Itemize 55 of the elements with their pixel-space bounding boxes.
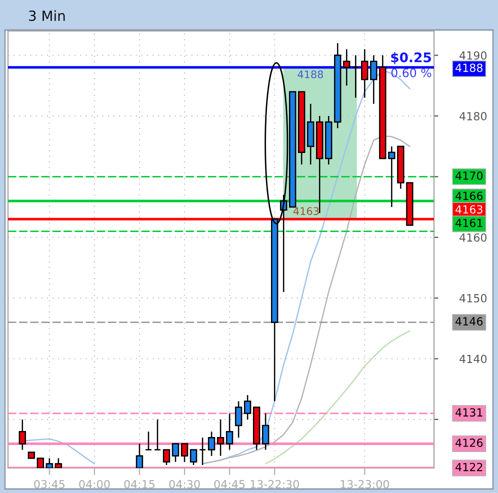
candlestick [262, 412, 270, 450]
ref-line-label: 4146 [456, 317, 483, 326]
candlestick [252, 406, 260, 450]
candlestick [234, 400, 242, 438]
annotation: 4188 [298, 70, 323, 78]
y-tick-label: 4140 [460, 354, 487, 364]
annotation: $0.25 [391, 52, 431, 64]
ref-line-label: 4170 [456, 171, 483, 180]
candlestick [298, 91, 306, 166]
x-tick-label: 04:30 [169, 480, 200, 488]
candlestick [325, 115, 332, 166]
candlestick [180, 443, 188, 463]
ref-line-label: 4163 [456, 205, 482, 214]
candlestick [28, 452, 36, 459]
candlestick [198, 437, 206, 466]
candlestick [361, 48, 368, 98]
line-series [202, 135, 410, 464]
candlestick [54, 458, 62, 468]
ref-line-label: 4166 [456, 192, 483, 200]
ref-line-label: 4122 [456, 462, 482, 472]
ref-line-label: 4188 [456, 64, 483, 72]
chart-title: 3 Min [29, 10, 65, 22]
ref-line-label: 4126 [456, 438, 483, 447]
x-tick-label: 03:45 [34, 480, 64, 488]
candlestick [154, 418, 162, 450]
candlestick [172, 443, 180, 463]
x-tick-label: 13-23:00 [340, 480, 389, 488]
candlestick [352, 54, 360, 98]
y-tick-label: 4160 [460, 233, 487, 242]
candlestick [226, 412, 234, 450]
candlestick [190, 449, 198, 466]
candlestick [334, 42, 342, 129]
candlestick [36, 458, 44, 468]
candlestick [307, 103, 314, 166]
candlestick [216, 418, 224, 456]
annotation: 0.60 % [391, 68, 432, 78]
y-tick-label: 4190 [460, 51, 487, 60]
candlestick [208, 430, 216, 456]
x-tick-label: 04:00 [79, 480, 110, 488]
x-tick-label: 13-22:30 [250, 480, 299, 488]
y-tick-label: 4180 [460, 112, 487, 120]
candlestick [343, 48, 350, 86]
x-tick-label: 04:45 [214, 480, 245, 488]
candlestick [18, 418, 26, 450]
ref-line-label: 4161 [456, 218, 482, 228]
candlestick [162, 449, 170, 466]
candlestick [244, 394, 252, 420]
candlestick [46, 458, 54, 468]
x-tick-label: 04:15 [124, 480, 155, 488]
line-series [264, 330, 410, 464]
candlestick [144, 430, 152, 450]
ref-line-label: 4131 [456, 408, 482, 417]
annotation: 4163 [293, 207, 319, 216]
y-tick-label: 4150 [460, 294, 487, 302]
candlestick [136, 443, 144, 468]
